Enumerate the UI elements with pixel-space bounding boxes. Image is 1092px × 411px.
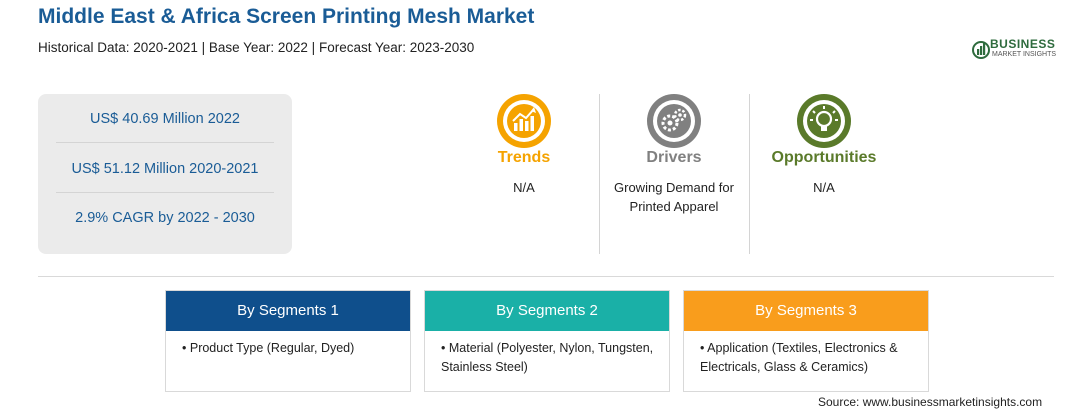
market-value-2022: US$ 40.69 Million 2022 [90,111,240,127]
market-stats-panel: US$ 40.69 Million 2022 US$ 51.12 Million… [38,94,292,254]
cagr-value: 2.9% CAGR by 2022 - 2030 [75,210,255,226]
market-value-historical: US$ 51.12 Million 2020-2021 [71,161,259,177]
segment-3-item: Application (Textiles, Electronics & Ele… [700,341,898,374]
column-divider [599,94,600,254]
logo-text: BUSINESS [990,37,1056,51]
segment-3-title: By Segments 3 [684,291,928,331]
lightbulb-icon [797,94,851,148]
segment-1-title: By Segments 1 [166,291,410,331]
segment-1-list: • Product Type (Regular, Dyed) [182,341,355,355]
opportunities-text: N/A [813,180,835,195]
segment-1-item: Product Type (Regular, Dyed) [189,341,355,355]
drivers-heading: Drivers [646,149,702,166]
source-credit: Source: www.businessmarketinsights.com [818,395,1043,409]
company-logo: BUSINESS MARKET INSIGHTS [972,36,1072,62]
stat-divider [56,192,274,193]
section-divider [38,276,1054,277]
segment-2-title: By Segments 2 [425,291,669,331]
segment-card-1: By Segments 1 • Product Type (Regular, D… [165,290,411,392]
page-title: Middle East & Africa Screen Printing Mes… [38,5,535,28]
drivers-text: Growing Demand for Printed Apparel [614,180,734,214]
segment-2-item: Material (Polyester, Nylon, Tungsten, St… [441,341,654,374]
opportunities-heading: Opportunities [771,149,877,166]
segment-2-list: • Material (Polyester, Nylon, Tungsten, … [441,341,654,374]
logo-icon [972,41,990,59]
segment-card-2: By Segments 2 • Material (Polyester, Nyl… [424,290,670,392]
column-divider [749,94,750,254]
gears-icon [647,94,701,148]
trend-chart-icon [497,94,551,148]
trends-heading: Trends [497,149,551,166]
logo-tagline: MARKET INSIGHTS [992,51,1057,58]
trends-text: N/A [513,180,535,195]
segment-3-list: • Application (Textiles, Electronics & E… [700,341,898,374]
page-subtitle: Historical Data: 2020-2021 | Base Year: … [38,40,475,55]
stat-divider [56,142,274,143]
segment-card-3: By Segments 3 • Application (Textiles, E… [683,290,929,392]
